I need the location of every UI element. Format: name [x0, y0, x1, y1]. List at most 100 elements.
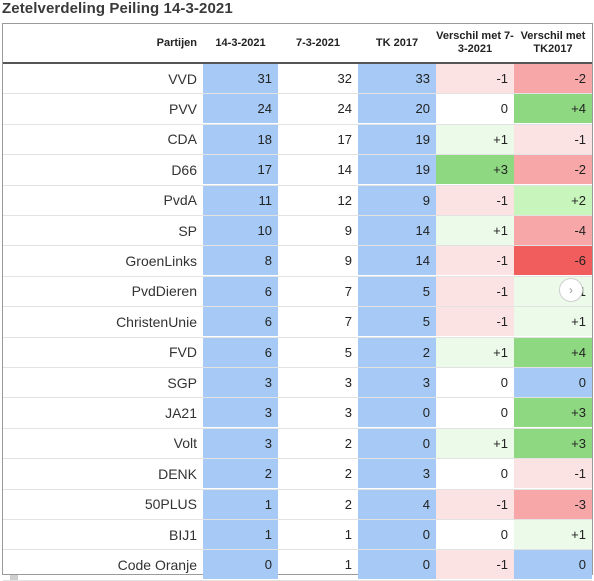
- cell-poll-current: 31: [203, 64, 278, 93]
- cell-election: 19: [358, 155, 436, 185]
- cell-poll-current: 24: [203, 94, 278, 124]
- cell-diff-previous: 0: [500, 101, 508, 117]
- cell-diff-election: -2: [514, 155, 592, 185]
- cell-poll-previous: 5: [344, 344, 352, 360]
- cell-diff-previous: 0: [500, 405, 508, 421]
- cell-diff-previous: 0: [500, 466, 508, 482]
- cell-election: 33: [358, 64, 436, 93]
- cell-party: SP: [178, 222, 197, 239]
- bottom-edge-mark: [10, 575, 18, 580]
- cell-party: 50PLUS: [144, 496, 197, 513]
- cell-poll-current: 11: [203, 185, 278, 215]
- cell-diff-election: -6: [514, 246, 592, 276]
- cell-diff-previous: -1: [436, 489, 514, 519]
- cell-poll-current: 3: [203, 398, 278, 428]
- cell-diff-previous: +1: [436, 428, 514, 458]
- cell-election: 5: [358, 276, 436, 306]
- cell-election: 14: [358, 246, 436, 276]
- cell-diff-election: -3: [514, 489, 592, 519]
- cell-poll-previous: 2: [344, 466, 352, 482]
- cell-poll-current: 1: [203, 489, 278, 519]
- cell-diff-election: +1: [514, 520, 592, 549]
- cell-party: ChristenUnie: [116, 313, 197, 330]
- cell-party: SGP: [167, 374, 197, 391]
- cell-poll-previous: 9: [344, 223, 352, 238]
- cell-poll-current: 18: [203, 124, 278, 154]
- cell-diff-previous: 0: [500, 527, 508, 542]
- table-row: SP 10 9 14 +1 -4: [3, 216, 592, 247]
- table-row: JA21 3 3 0 0 +3: [3, 398, 592, 429]
- cell-diff-previous: 0: [500, 375, 508, 390]
- cell-election: 4: [358, 489, 436, 519]
- cell-poll-current: 10: [203, 216, 278, 245]
- cell-poll-previous: 7: [344, 283, 352, 299]
- cell-diff-previous: -1: [436, 550, 514, 580]
- table-row: BIJ1 1 1 0 0 +1: [3, 520, 592, 551]
- cell-diff-election: +4: [514, 94, 592, 124]
- cell-poll-previous: 14: [337, 162, 352, 178]
- cell-election: 0: [358, 550, 436, 580]
- cell-diff-election: -1: [514, 124, 592, 154]
- table-header: Partijen 14-3-2021 7-3-2021 TK 2017 Vers…: [3, 24, 592, 64]
- cell-diff-election: 0: [514, 368, 592, 397]
- cell-party: GroenLinks: [125, 252, 197, 269]
- cell-election: 19: [358, 124, 436, 154]
- table-row: VVD 31 32 33 -1 -2: [3, 64, 592, 95]
- table-row: ChristenUnie 6 7 5 -1 +1: [3, 307, 592, 338]
- cell-diff-previous: +3: [436, 155, 514, 185]
- cell-diff-previous: -1: [436, 64, 514, 93]
- cell-poll-current: 3: [203, 368, 278, 397]
- header-party: Partijen: [156, 36, 197, 49]
- cell-diff-previous: -1: [436, 246, 514, 276]
- cell-poll-previous: 7: [344, 314, 352, 330]
- header-diff-previous: Verschil met 7-3-2021: [436, 30, 514, 55]
- cell-party: PvdA: [163, 192, 197, 209]
- cell-party: PVV: [168, 100, 197, 117]
- cell-election: 3: [358, 459, 436, 489]
- cell-diff-election: +3: [514, 398, 592, 428]
- table-row: SGP 3 3 3 0 0: [3, 368, 592, 399]
- cell-diff-previous: +1: [436, 216, 514, 245]
- cell-party: VVD: [168, 70, 197, 87]
- cell-poll-previous: 2: [344, 435, 352, 451]
- cell-poll-previous: 1: [344, 527, 352, 542]
- cell-diff-previous: +1: [436, 337, 514, 367]
- cell-poll-previous: 3: [344, 375, 352, 390]
- cell-party: Code Oranje: [117, 556, 197, 573]
- cell-poll-previous: 3: [344, 405, 352, 421]
- cell-diff-election: +4: [514, 337, 592, 367]
- table-row: 50PLUS 1 2 4 -1 -3: [3, 489, 592, 520]
- cell-poll-previous: 9: [344, 253, 352, 269]
- cell-poll-previous: 17: [337, 131, 352, 147]
- cell-diff-election: +1: [514, 307, 592, 337]
- cell-election: 3: [358, 368, 436, 397]
- cell-diff-election: +2: [514, 185, 592, 215]
- cell-diff-previous: -1: [436, 185, 514, 215]
- cell-diff-election: 0: [514, 550, 592, 580]
- header-poll-previous: 7-3-2021: [295, 36, 341, 49]
- cell-diff-previous: +1: [436, 124, 514, 154]
- header-diff-election: Verschil met TK2017: [520, 30, 586, 55]
- cell-election: 20: [358, 94, 436, 124]
- cell-election: 9: [358, 185, 436, 215]
- table-row: FVD 6 5 2 +1 +4: [3, 337, 592, 368]
- table-row: D66 17 14 19 +3 -2: [3, 155, 592, 186]
- cell-poll-previous: 2: [344, 496, 352, 512]
- scroll-circle-icon[interactable]: ›: [559, 278, 583, 302]
- header-election: TK 2017: [375, 36, 419, 49]
- cell-poll-previous: 1: [344, 557, 352, 573]
- cell-poll-current: 6: [203, 307, 278, 337]
- table-row: PVV 24 24 20 0 +4: [3, 94, 592, 125]
- cell-poll-current: 8: [203, 246, 278, 276]
- cell-diff-previous: -1: [436, 307, 514, 337]
- cell-diff-election: +3: [514, 428, 592, 458]
- cell-election: 0: [358, 520, 436, 549]
- cell-election: 14: [358, 216, 436, 245]
- cell-poll-previous: 12: [337, 192, 352, 208]
- cell-poll-current: 6: [203, 276, 278, 306]
- page-title: Zetelverdeling Peiling 14-3-2021: [2, 0, 233, 17]
- table-row: CDA 18 17 19 +1 -1: [3, 124, 592, 156]
- cell-party: BIJ1: [168, 526, 197, 543]
- cell-diff-election: -4: [514, 216, 592, 245]
